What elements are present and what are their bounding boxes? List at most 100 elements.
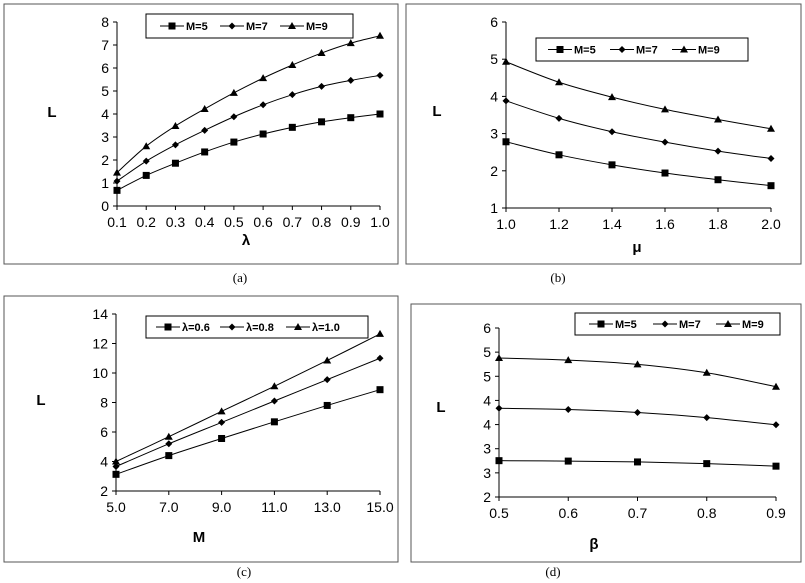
panel-caption: (b): [550, 270, 565, 285]
y-tick-label: 10: [92, 365, 108, 381]
legend-entry: λ=0.6: [182, 322, 210, 334]
legend-marker: [164, 323, 172, 331]
legend-entry: M=7: [636, 45, 658, 57]
x-tick-label: 0.9: [341, 214, 361, 230]
panel-caption: (a): [233, 270, 247, 285]
y-tick-label: 14: [92, 306, 108, 322]
data-point-marker: [171, 141, 179, 149]
data-point-marker: [347, 114, 355, 122]
data-point-marker: [142, 157, 150, 165]
x-tick-label: 11.0: [261, 499, 287, 515]
data-point-marker: [608, 128, 616, 136]
data-point-marker: [661, 169, 669, 177]
series-line-3: [505, 61, 772, 130]
x-tick-label: 0.2: [136, 214, 156, 230]
y-axis-label: L: [36, 392, 45, 409]
data-point-marker: [288, 123, 296, 131]
y-tick-label: 5: [490, 51, 498, 67]
data-point-marker: [270, 418, 278, 426]
panel-frame: [410, 303, 802, 563]
x-tick-label: 0.1: [107, 214, 127, 230]
x-tick-label: 0.4: [195, 214, 215, 230]
panel-frame: [405, 3, 802, 265]
x-tick-label: 1.2: [549, 216, 569, 232]
data-point-marker: [634, 409, 641, 416]
x-tick-label: 0.8: [697, 505, 717, 521]
data-point-marker: [142, 171, 150, 179]
data-point-marker: [767, 124, 775, 132]
y-tick-label: 3: [490, 126, 498, 142]
series-line-3: [115, 333, 381, 462]
series-line-1: [115, 389, 381, 475]
legend-entry: M=7: [246, 21, 268, 33]
data-point-marker: [376, 329, 384, 337]
x-axis-label: M: [193, 529, 206, 546]
series-line-2: [116, 74, 381, 182]
chart-panel-b: 1 2 3 4 5 6 1.0 1.2 1.4 1.6 1.8 2.0 Lμ M=5 M=7 M=9 (b): [405, 3, 802, 285]
y-tick-label: 1: [101, 175, 109, 191]
legend-entry: M=7: [679, 319, 701, 331]
x-tick-label: 15.0: [366, 499, 393, 515]
y-tick-label: 4: [483, 392, 491, 408]
data-point-marker: [376, 110, 384, 118]
y-axis-label: L: [436, 399, 445, 416]
data-point-marker: [259, 74, 268, 82]
x-tick-label: 0.3: [166, 214, 186, 230]
legend-entry: M=9: [742, 319, 764, 331]
data-point-marker: [608, 93, 616, 101]
data-point-marker: [555, 114, 563, 122]
data-point-marker: [772, 421, 780, 429]
legend-marker: [680, 45, 688, 53]
data-point-marker: [270, 397, 278, 405]
legend-entry: M=9: [306, 21, 328, 33]
data-point-marker: [113, 186, 121, 194]
y-tick-label: 4: [100, 454, 108, 470]
legend-entry: M=5: [186, 21, 208, 33]
data-point-marker: [376, 31, 384, 39]
legend-marker: [288, 22, 296, 29]
data-point-marker: [772, 382, 780, 390]
x-tick-label: 7.0: [159, 499, 179, 515]
data-point-marker: [165, 440, 173, 448]
data-point-marker: [217, 407, 226, 415]
data-point-marker: [165, 452, 173, 460]
y-tick-label: 3: [101, 129, 109, 145]
x-tick-label: 0.6: [559, 505, 579, 521]
data-point-marker: [270, 382, 279, 390]
y-tick-label: 8: [100, 395, 108, 411]
data-point-marker: [661, 105, 669, 113]
legend-entry: λ=1.0: [312, 322, 340, 334]
data-point-marker: [347, 76, 355, 84]
y-tick-label: 5: [101, 83, 109, 99]
y-axis-label: L: [432, 103, 441, 120]
x-axis-label: μ: [632, 239, 641, 256]
data-point-marker: [714, 176, 722, 184]
data-point-marker: [376, 386, 384, 394]
data-point-marker: [323, 356, 332, 364]
x-tick-label: 0.7: [283, 214, 303, 230]
x-tick-label: 13.0: [314, 499, 341, 515]
x-tick-label: 0.6: [253, 214, 273, 230]
data-point-marker: [323, 376, 331, 384]
y-tick-label: 2: [100, 483, 108, 499]
y-tick-label: 5: [483, 344, 491, 360]
data-point-marker: [323, 401, 331, 409]
x-tick-label: 1.4: [602, 216, 622, 232]
data-point-marker: [200, 104, 209, 112]
y-tick-label: 0: [101, 198, 109, 214]
data-point-marker: [608, 161, 616, 169]
data-point-marker: [767, 155, 775, 163]
data-point-marker: [564, 457, 572, 465]
x-tick-label: 9.0: [212, 499, 232, 515]
y-tick-label: 3: [483, 441, 491, 457]
y-tick-label: 7: [101, 37, 109, 53]
chart-panel-c: 2 4 6 8 10 12 14 5.0 7.0 9.0 11.0 13.0 15.0 L Mλ=0.6 λ=…: [3, 295, 399, 579]
panel-caption: (c): [237, 564, 251, 579]
y-tick-label: 4: [101, 106, 109, 122]
series-line-1: [505, 141, 772, 187]
x-tick-label: 0.5: [224, 214, 244, 230]
data-point-marker: [318, 82, 326, 90]
y-tick-label: 1: [490, 200, 498, 216]
data-point-marker: [171, 121, 180, 129]
